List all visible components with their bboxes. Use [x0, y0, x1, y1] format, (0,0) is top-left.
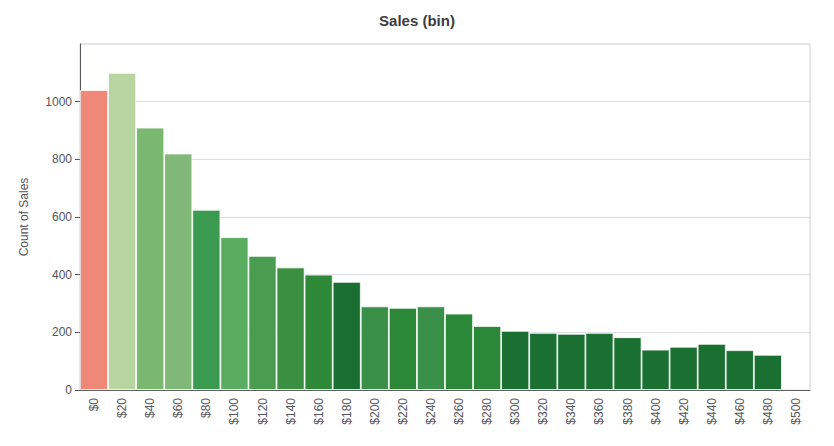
svg-text:$280: $280: [480, 398, 494, 425]
svg-text:200: 200: [52, 325, 72, 339]
svg-text:$300: $300: [508, 398, 522, 425]
svg-text:$240: $240: [424, 398, 438, 425]
svg-text:1000: 1000: [45, 95, 72, 109]
svg-text:$120: $120: [256, 398, 270, 425]
svg-text:$40: $40: [143, 398, 157, 418]
svg-text:Count of Sales: Count of Sales: [17, 178, 31, 257]
svg-text:$500: $500: [789, 398, 803, 425]
svg-text:$420: $420: [677, 398, 691, 425]
svg-text:$220: $220: [396, 398, 410, 425]
svg-text:$160: $160: [312, 398, 326, 425]
svg-text:$320: $320: [536, 398, 550, 425]
svg-text:$260: $260: [452, 398, 466, 425]
svg-text:400: 400: [52, 268, 72, 282]
svg-text:$100: $100: [227, 398, 241, 425]
svg-text:$0: $0: [87, 398, 101, 412]
svg-text:$80: $80: [199, 398, 213, 418]
svg-text:$460: $460: [733, 398, 747, 425]
svg-text:$140: $140: [284, 398, 298, 425]
svg-text:$380: $380: [621, 398, 635, 425]
svg-text:800: 800: [52, 152, 72, 166]
svg-text:0: 0: [65, 383, 72, 397]
svg-text:$180: $180: [340, 398, 354, 425]
svg-text:$200: $200: [368, 398, 382, 425]
svg-text:$480: $480: [761, 398, 775, 425]
svg-text:600: 600: [52, 210, 72, 224]
svg-text:$20: $20: [115, 398, 129, 418]
svg-text:$360: $360: [592, 398, 606, 425]
svg-text:$340: $340: [564, 398, 578, 425]
svg-text:$440: $440: [705, 398, 719, 425]
svg-text:$60: $60: [171, 398, 185, 418]
svg-text:$400: $400: [649, 398, 663, 425]
svg-text:Sales (bin): Sales (bin): [379, 12, 455, 29]
